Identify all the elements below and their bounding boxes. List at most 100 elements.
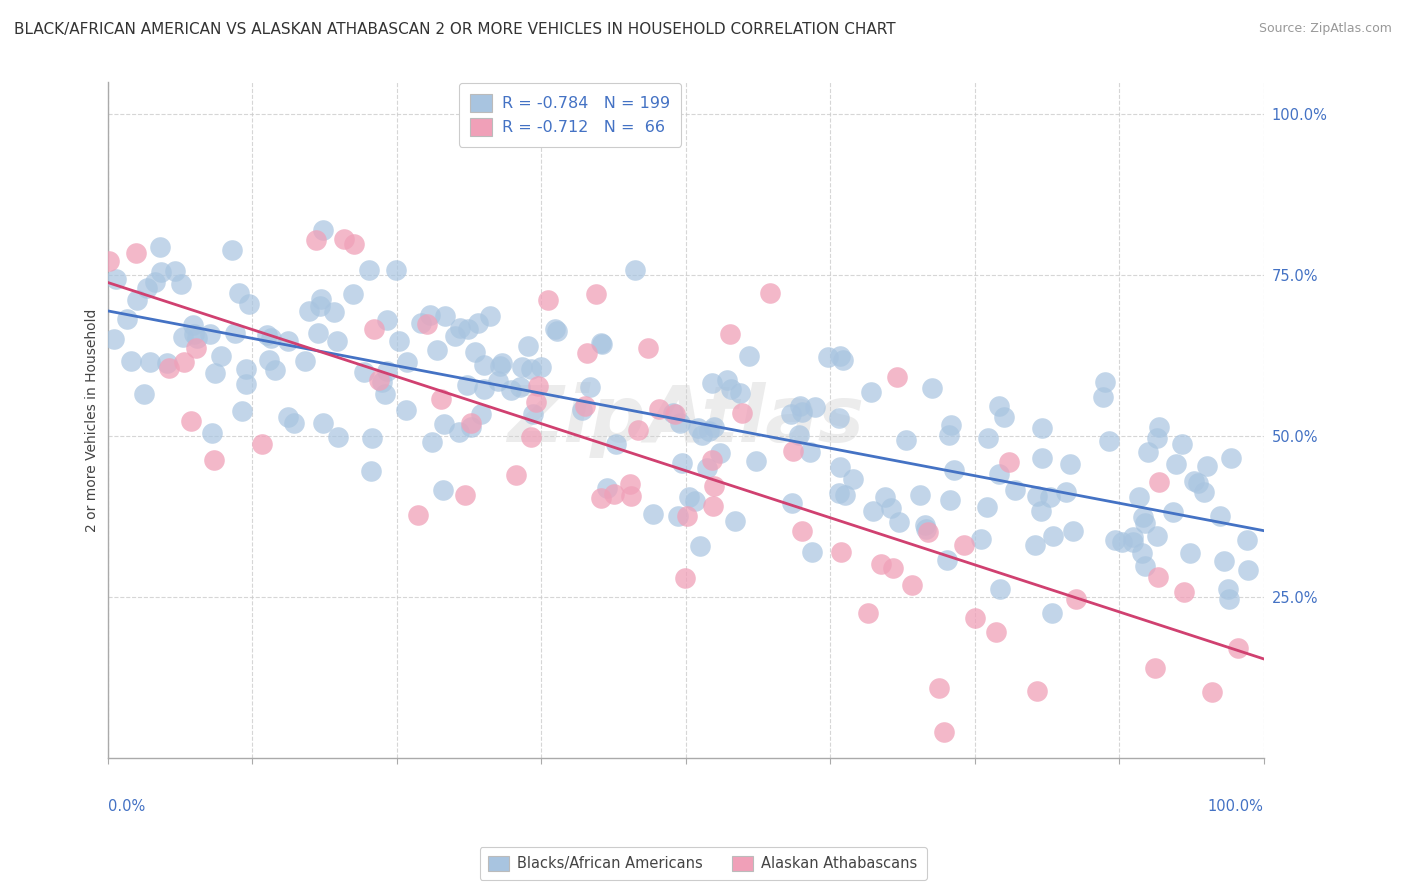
Point xyxy=(1236,533,1258,547)
Point xyxy=(198,326,221,341)
Point xyxy=(675,571,697,585)
Point xyxy=(1227,641,1250,656)
Point xyxy=(917,525,939,540)
Point xyxy=(326,334,349,348)
Point xyxy=(456,378,478,392)
Point xyxy=(470,407,492,421)
Point xyxy=(1144,661,1167,675)
Point xyxy=(1218,582,1240,597)
Point xyxy=(1219,451,1241,466)
Point xyxy=(312,416,335,430)
Text: 0.0%: 0.0% xyxy=(108,799,145,814)
Point xyxy=(689,539,711,553)
Point xyxy=(901,578,924,592)
Point xyxy=(433,417,456,431)
Point xyxy=(1147,475,1170,489)
Point xyxy=(308,299,330,313)
Point xyxy=(136,281,159,295)
Point xyxy=(873,491,896,505)
Point xyxy=(256,328,278,343)
Point xyxy=(576,346,599,360)
Point xyxy=(834,488,856,502)
Point xyxy=(1094,376,1116,390)
Point xyxy=(432,483,454,497)
Point xyxy=(1146,529,1168,543)
Point xyxy=(238,297,260,311)
Point xyxy=(491,355,513,369)
Point xyxy=(180,414,202,428)
Point xyxy=(745,454,768,468)
Point xyxy=(277,334,299,348)
Point xyxy=(457,321,479,335)
Point xyxy=(312,222,335,236)
Point xyxy=(921,381,943,395)
Point xyxy=(671,456,693,470)
Point xyxy=(1182,474,1205,488)
Point xyxy=(862,504,884,518)
Point xyxy=(696,460,718,475)
Point xyxy=(104,272,127,286)
Point xyxy=(738,350,761,364)
Point xyxy=(1137,444,1160,458)
Point xyxy=(529,359,551,374)
Y-axis label: 2 or more Vehicles in Household: 2 or more Vehicles in Household xyxy=(86,309,100,532)
Point xyxy=(697,424,720,438)
Point xyxy=(1031,421,1053,435)
Point xyxy=(472,382,495,396)
Point xyxy=(488,359,510,373)
Point xyxy=(323,305,346,319)
Point xyxy=(1173,585,1195,599)
Point xyxy=(170,277,193,292)
Point xyxy=(375,363,398,377)
Point xyxy=(627,423,650,437)
Point xyxy=(782,444,804,458)
Point xyxy=(817,350,839,364)
Point xyxy=(716,372,738,386)
Point xyxy=(939,493,962,508)
Point xyxy=(882,560,904,574)
Point xyxy=(449,320,471,334)
Point xyxy=(120,353,142,368)
Point xyxy=(988,582,1011,597)
Point xyxy=(953,539,976,553)
Point xyxy=(1029,504,1052,518)
Point xyxy=(571,403,593,417)
Point xyxy=(98,254,121,268)
Point xyxy=(589,491,612,506)
Point xyxy=(125,293,148,307)
Point xyxy=(637,341,659,355)
Point xyxy=(537,293,560,308)
Point xyxy=(150,265,173,279)
Point xyxy=(685,494,707,508)
Point xyxy=(264,363,287,377)
Point xyxy=(591,335,613,350)
Point xyxy=(718,326,741,341)
Point xyxy=(1161,505,1184,519)
Point xyxy=(1133,559,1156,574)
Point xyxy=(977,431,1000,445)
Point xyxy=(886,370,908,384)
Point xyxy=(887,515,910,529)
Point xyxy=(1195,459,1218,474)
Point xyxy=(880,501,903,516)
Point xyxy=(703,420,725,434)
Point xyxy=(103,332,125,346)
Point xyxy=(827,486,849,500)
Point xyxy=(1111,534,1133,549)
Point xyxy=(700,376,723,390)
Point xyxy=(914,518,936,533)
Point xyxy=(1042,529,1064,543)
Point xyxy=(676,509,699,524)
Point xyxy=(1166,457,1188,471)
Point xyxy=(371,376,394,390)
Legend: R = -0.784   N = 199, R = -0.712   N =  66: R = -0.784 N = 199, R = -0.712 N = 66 xyxy=(458,83,681,146)
Point xyxy=(202,452,225,467)
Point xyxy=(388,334,411,348)
Point xyxy=(702,499,724,513)
Point xyxy=(149,240,172,254)
Point xyxy=(792,405,814,419)
Point xyxy=(787,428,810,442)
Point xyxy=(596,482,619,496)
Point xyxy=(935,553,957,567)
Point xyxy=(938,428,960,442)
